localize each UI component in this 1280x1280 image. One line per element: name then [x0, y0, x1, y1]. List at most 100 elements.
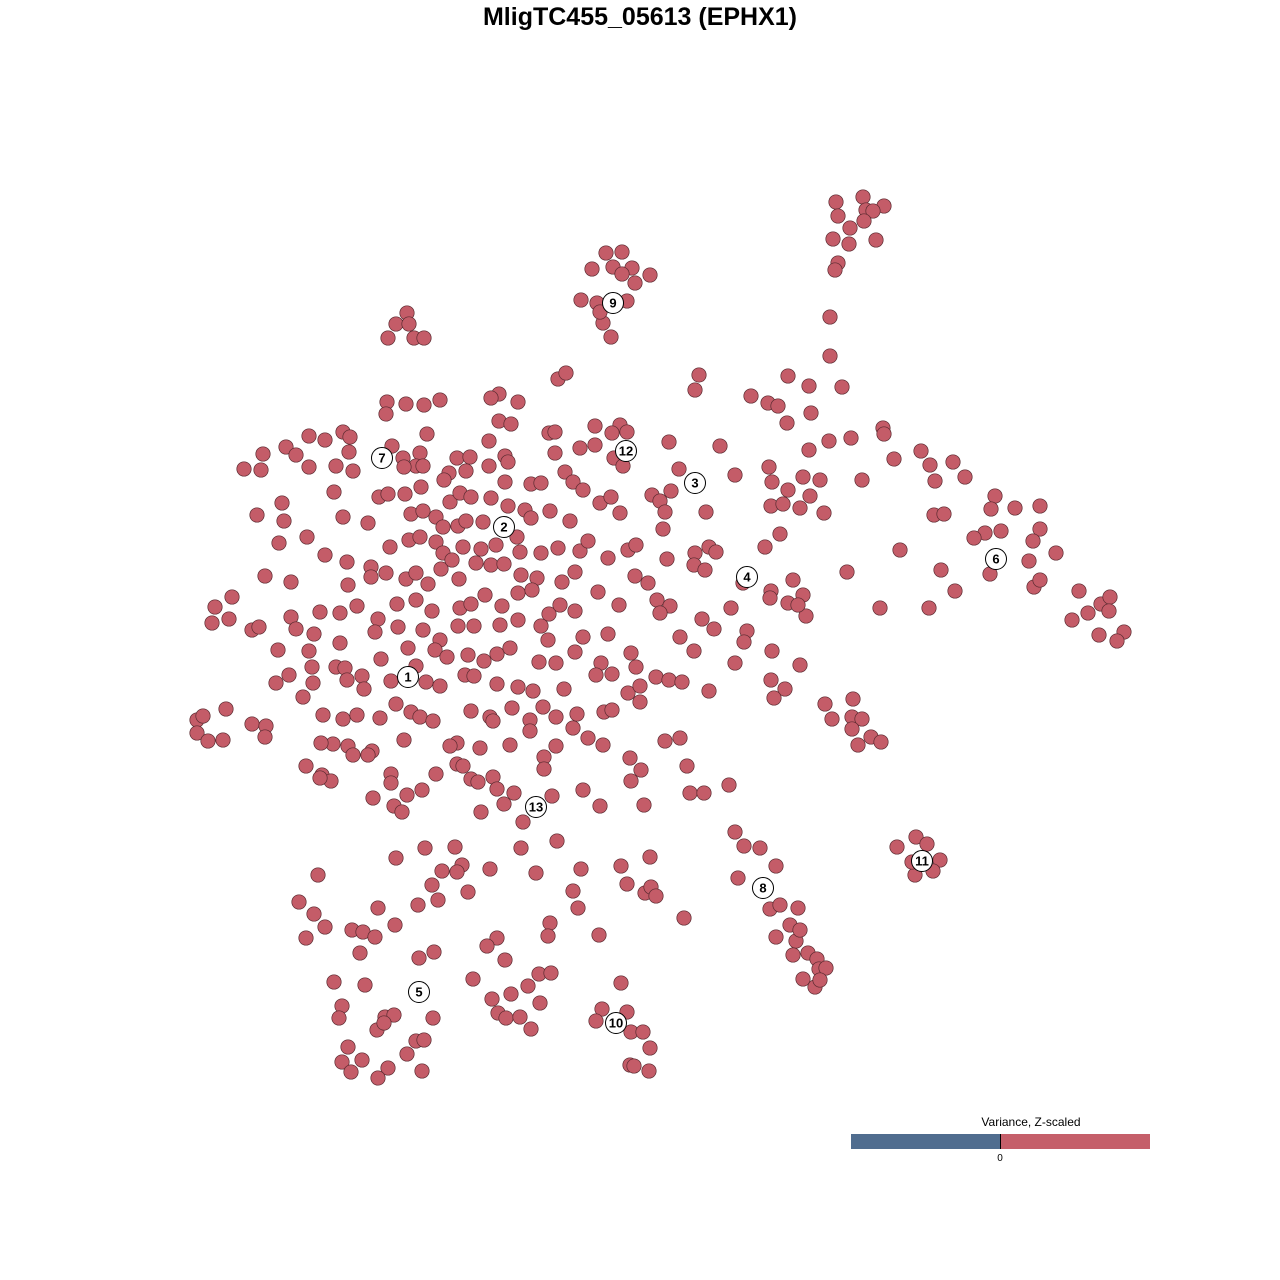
data-point: [372, 710, 388, 726]
data-point: [430, 892, 446, 908]
data-point: [855, 189, 871, 205]
data-point: [479, 938, 495, 954]
data-point: [655, 521, 671, 537]
data-point: [408, 592, 424, 608]
data-point: [483, 557, 499, 573]
cluster-label-text: 8: [759, 881, 766, 896]
data-point: [332, 605, 348, 621]
cluster-label-text: 11: [915, 854, 929, 869]
cluster-label-4: 4: [736, 566, 758, 588]
data-point: [614, 244, 630, 260]
data-point: [575, 482, 591, 498]
data-point: [447, 839, 463, 855]
data-point: [523, 1021, 539, 1037]
data-point: [434, 863, 450, 879]
data-point: [590, 584, 606, 600]
data-point: [549, 833, 565, 849]
data-point: [565, 474, 581, 490]
data-point: [399, 1046, 415, 1062]
data-point: [304, 659, 320, 675]
cluster-label-6: 6: [985, 548, 1007, 570]
data-point: [945, 454, 961, 470]
data-point: [830, 208, 846, 224]
data-point: [506, 785, 522, 801]
data-point: [543, 965, 559, 981]
cluster-label-5: 5: [408, 981, 430, 1003]
data-point: [622, 750, 638, 766]
data-point: [636, 797, 652, 813]
data-point: [326, 974, 342, 990]
data-point: [562, 513, 578, 529]
cluster-label-9: 9: [602, 292, 624, 314]
data-point: [803, 405, 819, 421]
data-point: [565, 720, 581, 736]
data-point: [458, 463, 474, 479]
data-point: [515, 814, 531, 830]
data-point: [357, 977, 373, 993]
data-point: [299, 529, 315, 545]
data-point: [1032, 521, 1048, 537]
data-point: [919, 836, 935, 852]
data-point: [301, 643, 317, 659]
data-point: [818, 960, 834, 976]
data-point: [663, 483, 679, 499]
data-point: [540, 632, 556, 648]
data-point: [419, 426, 435, 442]
cluster-label-text: 7: [378, 451, 385, 466]
data-point: [761, 459, 777, 475]
data-point: [633, 762, 649, 778]
data-point: [380, 1060, 396, 1076]
data-point: [522, 723, 538, 739]
data-point: [463, 703, 479, 719]
data-point: [301, 428, 317, 444]
data-point: [298, 758, 314, 774]
data-point: [449, 450, 465, 466]
data-point: [388, 696, 404, 712]
data-point: [573, 292, 589, 308]
data-point: [500, 454, 516, 470]
cluster-label-circle: [493, 516, 515, 538]
data-point: [770, 398, 786, 414]
data-point: [378, 565, 394, 581]
data-point: [580, 533, 596, 549]
data-point: [412, 529, 428, 545]
data-point: [779, 415, 795, 431]
data-point: [497, 952, 513, 968]
data-point: [281, 667, 297, 683]
data-point: [801, 378, 817, 394]
data-point: [418, 674, 434, 690]
data-point: [603, 329, 619, 345]
data-point: [572, 440, 588, 456]
data-point: [542, 503, 558, 519]
data-point: [575, 782, 591, 798]
data-point: [603, 489, 619, 505]
data-point: [540, 928, 556, 944]
cluster-label-12: 12: [615, 440, 637, 462]
data-point: [698, 504, 714, 520]
data-point: [825, 231, 841, 247]
data-point: [365, 790, 381, 806]
data-point: [652, 605, 668, 621]
data-point: [712, 438, 728, 454]
data-point: [567, 564, 583, 580]
data-point: [306, 626, 322, 642]
data-point: [410, 897, 426, 913]
data-point: [957, 469, 973, 485]
data-point: [496, 556, 512, 572]
data-point: [817, 696, 833, 712]
data-point: [489, 930, 505, 946]
cluster-label-text: 4: [743, 570, 751, 585]
data-point: [373, 651, 389, 667]
data-point: [792, 500, 808, 516]
data-point: [822, 348, 838, 364]
data-point: [376, 1015, 392, 1031]
data-point: [772, 526, 788, 542]
data-point: [844, 721, 860, 737]
data-point: [790, 597, 806, 613]
data-point: [983, 501, 999, 517]
data-point: [301, 459, 317, 475]
data-point: [253, 462, 269, 478]
data-point: [251, 619, 267, 635]
data-point: [432, 392, 448, 408]
data-point: [317, 432, 333, 448]
